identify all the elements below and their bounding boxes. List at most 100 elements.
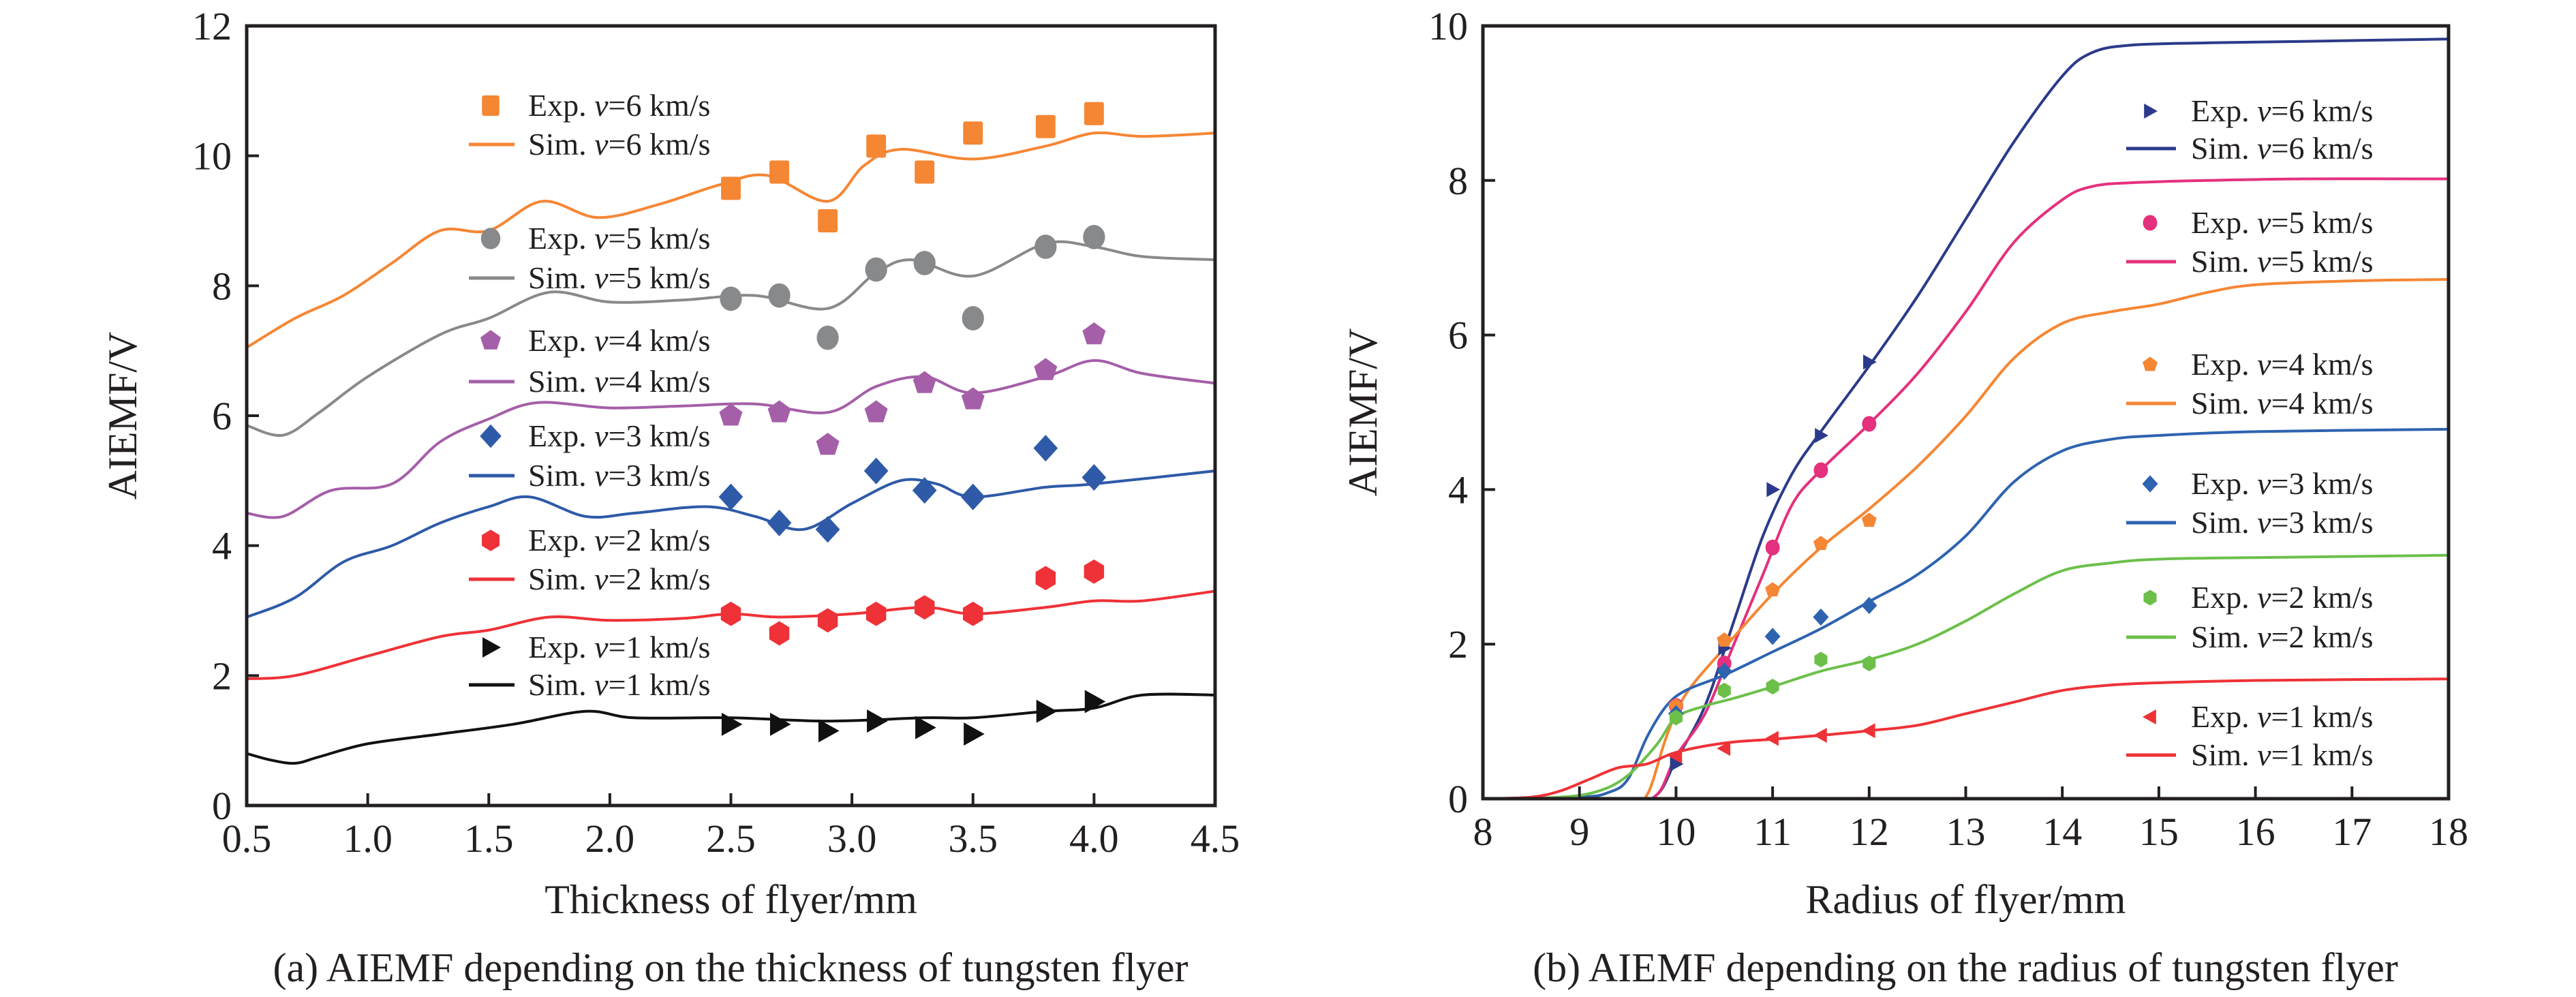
legend-label-exp: Exp. v=6 km/s xyxy=(2191,93,2373,128)
y-tick-label: 8 xyxy=(212,264,232,308)
legend-v-value: =4 km/s xyxy=(2271,386,2374,420)
legend-prefix: Sim. xyxy=(528,667,594,702)
legend-marker-v4 xyxy=(2143,356,2158,371)
exp-point-v1 xyxy=(1813,728,1827,743)
sim-line-v1 xyxy=(1483,677,2449,799)
legend-label-exp: Exp. v=2 km/s xyxy=(2191,580,2373,615)
exp-point-v4 xyxy=(767,400,791,423)
y-tick-label: 12 xyxy=(192,4,232,48)
legend-prefix: Exp. xyxy=(528,523,594,557)
exp-point-v4 xyxy=(1082,322,1106,345)
legend-v-value: =5 km/s xyxy=(2271,244,2374,279)
exp-point-v5 xyxy=(1862,416,1877,432)
legend-label-exp: Exp. v=2 km/s xyxy=(528,523,710,557)
exp-point-v4 xyxy=(1717,632,1732,647)
legend-v-value: =2 km/s xyxy=(609,523,711,557)
legend-prefix: Sim. xyxy=(528,458,594,493)
legend-label-sim: Sim. v=2 km/s xyxy=(2191,619,2373,654)
exp-point-v3 xyxy=(1716,662,1732,680)
exp-point-v3 xyxy=(1861,596,1877,615)
exp-point-v6 xyxy=(1084,102,1104,125)
y-axis-title: AIEMF/V xyxy=(100,332,145,500)
exp-point-v3 xyxy=(1082,464,1107,491)
x-tick-label: 2.0 xyxy=(585,816,635,861)
legend-prefix: Sim. xyxy=(528,562,594,596)
legend-v-value: =1 km/s xyxy=(2271,699,2374,734)
exp-point-v3 xyxy=(1813,608,1829,626)
exp-point-v2 xyxy=(817,608,838,633)
exp-point-v4 xyxy=(1034,358,1058,380)
legend-label-exp: Exp. v=5 km/s xyxy=(528,221,710,256)
legend-v-symbol: v xyxy=(2257,205,2271,240)
legend-v-symbol: v xyxy=(594,323,609,358)
legend-v-value: =4 km/s xyxy=(609,323,711,358)
legend-label-sim: Sim. v=5 km/s xyxy=(2191,244,2373,279)
legend-v-symbol: v xyxy=(2257,580,2271,615)
legend-prefix: Sim. xyxy=(2191,131,2257,166)
legend-label-exp: Exp. v=6 km/s xyxy=(528,88,710,123)
legend-v-symbol: v xyxy=(2257,93,2271,128)
x-tick-label: 14 xyxy=(2042,810,2082,854)
exp-point-v5 xyxy=(768,283,791,308)
exp-point-v1 xyxy=(721,712,743,736)
legend-marker-v6 xyxy=(2144,104,2158,119)
y-tick-label: 2 xyxy=(212,654,232,698)
x-tick-label: 16 xyxy=(2236,810,2275,854)
exp-point-v5 xyxy=(720,286,742,311)
legend-prefix: Sim. xyxy=(528,127,594,162)
exp-point-v3 xyxy=(1764,628,1781,645)
legend-label-exp: Exp. v=1 km/s xyxy=(2191,699,2373,734)
legend-marker-v6 xyxy=(482,95,500,116)
legend-marker-v3 xyxy=(2142,475,2158,493)
legend-prefix: Exp. xyxy=(528,221,594,256)
legend-v-symbol: v xyxy=(2257,466,2271,501)
exp-point-v1 xyxy=(818,719,840,743)
legend-prefix: Exp. xyxy=(528,88,594,123)
legend-prefix: Exp. xyxy=(528,418,594,453)
exp-point-v2 xyxy=(1814,651,1828,668)
exp-point-v6 xyxy=(769,160,789,184)
exp-point-v3 xyxy=(912,477,937,504)
x-tick-label: 8 xyxy=(1473,810,1493,854)
legend-marker-v1 xyxy=(482,637,501,658)
x-tick-label: 4.5 xyxy=(1191,816,1240,861)
x-tick-label: 2.5 xyxy=(706,816,756,861)
legend-label-sim: Sim. v=3 km/s xyxy=(2191,505,2373,540)
legend-prefix: Sim. xyxy=(2191,244,2257,279)
legend-v-symbol: v xyxy=(594,562,609,596)
legend-label-sim: Sim. v=4 km/s xyxy=(528,364,710,399)
figure-caption: (b) AIEMF depending on the radius of tun… xyxy=(1533,945,2398,990)
y-tick-label: 2 xyxy=(1448,622,1468,666)
exp-point-v1 xyxy=(1084,690,1106,714)
legend-v-value: =6 km/s xyxy=(2271,93,2374,128)
exp-point-v1 xyxy=(964,722,985,746)
exp-point-v4 xyxy=(719,403,743,426)
x-tick-label: 9 xyxy=(1569,810,1589,854)
legend-prefix: Exp. xyxy=(528,630,594,664)
legend-v-value: =5 km/s xyxy=(609,260,711,295)
x-tick-label: 1.0 xyxy=(343,816,393,861)
legend-label-exp: Exp. v=3 km/s xyxy=(2191,466,2373,501)
exp-point-v2 xyxy=(1669,709,1683,726)
exp-point-v6 xyxy=(1670,756,1684,771)
exp-point-v1 xyxy=(1861,723,1875,739)
legend-marker-v2 xyxy=(482,530,500,551)
legend-prefix: Sim. xyxy=(528,364,594,399)
legend-v-value: =2 km/s xyxy=(2271,619,2374,654)
legend-label-sim: Sim. v=1 km/s xyxy=(528,667,710,702)
exp-point-v4 xyxy=(1861,512,1877,527)
x-axis-title: Radius of flyer/mm xyxy=(1806,877,2126,922)
legend-label-sim: Sim. v=3 km/s xyxy=(528,458,710,493)
legend-v-symbol: v xyxy=(594,221,609,256)
exp-point-v2 xyxy=(1766,679,1779,695)
exp-point-v1 xyxy=(769,712,791,736)
legend-v-symbol: v xyxy=(2257,131,2271,166)
x-tick-label: 12 xyxy=(1850,810,1889,854)
legend-prefix: Exp. xyxy=(2191,347,2257,382)
exp-point-v5 xyxy=(865,257,887,282)
legend-v-value: =6 km/s xyxy=(2271,131,2374,166)
x-axis-title: Thickness of flyer/mm xyxy=(545,877,917,922)
x-tick-label: 4.0 xyxy=(1069,816,1119,861)
